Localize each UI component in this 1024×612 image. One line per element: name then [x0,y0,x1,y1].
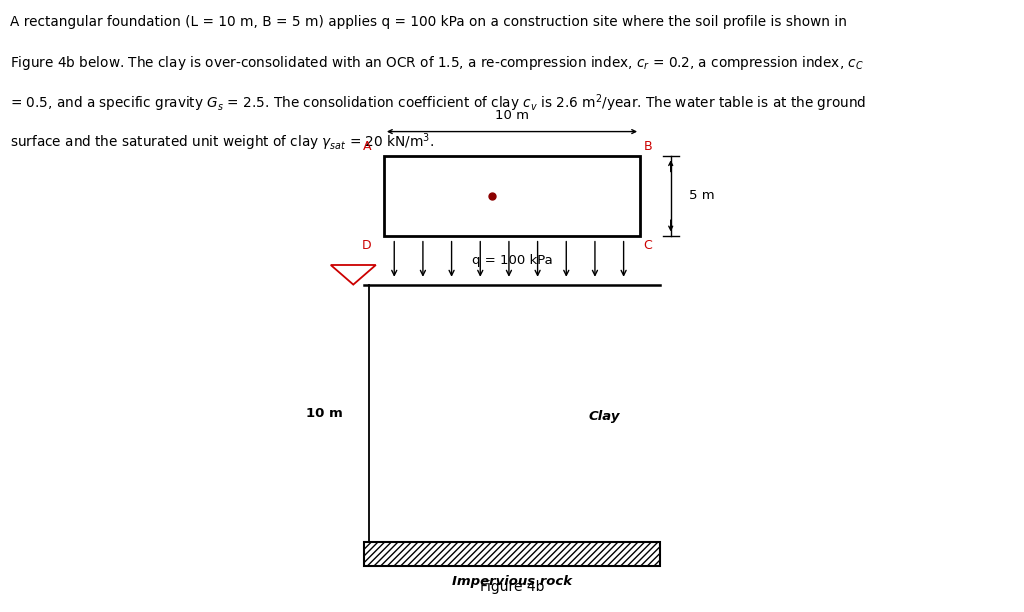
Text: A: A [364,140,372,153]
Text: 10 m: 10 m [306,406,343,420]
Text: = 0.5, and a specific gravity $G_s$ = 2.5. The consolidation coefficient of clay: = 0.5, and a specific gravity $G_s$ = 2.… [10,92,866,114]
Text: q = 100 kPa: q = 100 kPa [472,253,552,267]
Text: A rectangular foundation (L = 10 m, B = 5 m) applies q = 100 kPa on a constructi: A rectangular foundation (L = 10 m, B = … [10,15,847,29]
Text: Figure 4b: Figure 4b [480,580,544,594]
Text: C: C [644,239,652,252]
Text: B: B [644,140,652,153]
Text: 5 m: 5 m [689,189,715,203]
Text: Figure 4b below. The clay is over-consolidated with an OCR of 1.5, a re-compress: Figure 4b below. The clay is over-consol… [10,54,864,72]
Text: Impervious rock: Impervious rock [452,575,572,588]
Text: 10 m: 10 m [495,110,529,122]
Text: surface and the saturated unit weight of clay $\gamma_{sat}$ = 20 kN/m$^3$.: surface and the saturated unit weight of… [10,131,434,152]
Bar [384,156,640,236]
Text: D: D [362,239,372,252]
Bar [364,542,660,566]
Text: Clay: Clay [589,409,620,423]
